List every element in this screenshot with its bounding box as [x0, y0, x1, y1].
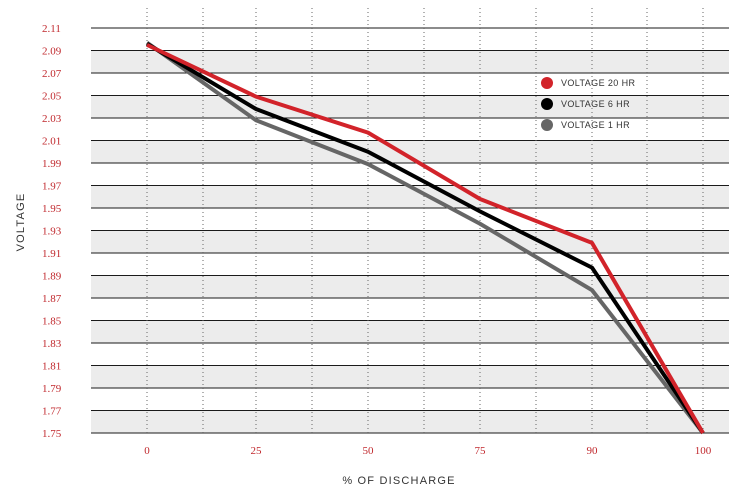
y-tick-labels: 2.11 2.09 2.07 2.05 2.03 2.01 1.99 1.97 1.95 1.93… — [42, 23, 62, 440]
legend-label: VOLTAGE 6 HR — [561, 99, 630, 109]
y-axis-title: VOLTAGE — [15, 193, 27, 252]
legend-label: VOLTAGE 20 HR — [561, 78, 635, 88]
series-lines — [145, 40, 705, 435]
series-line — [145, 40, 705, 435]
x-tick-label: 75 — [475, 445, 487, 457]
legend: VOLTAGE 20 HR VOLTAGE 6 HR VOLTAGE 1 HR — [541, 77, 635, 131]
legend-marker — [541, 119, 553, 131]
y-tick-label: 1.83 — [42, 338, 62, 350]
grid-band — [91, 140, 729, 163]
y-tick-label: 2.01 — [42, 136, 61, 148]
y-tick-label: 1.85 — [42, 316, 62, 328]
y-tick-label: 2.09 — [42, 46, 62, 58]
y-tick-label: 2.11 — [42, 23, 61, 35]
x-tick-label: 90 — [587, 445, 599, 457]
grid-band — [91, 230, 729, 253]
series-line — [146, 43, 705, 435]
y-tick-label: 2.07 — [42, 68, 62, 80]
x-tick-label: 100 — [695, 445, 712, 457]
plot-bands — [91, 50, 729, 433]
y-tick-label: 1.77 — [42, 406, 62, 418]
x-axis-title: % OF DISCHARGE — [342, 475, 455, 487]
y-tick-label: 1.81 — [42, 361, 61, 373]
grid-band — [91, 50, 729, 73]
x-tick-labels: 0 25 50 75 90 100 — [144, 445, 712, 457]
y-tick-label: 2.05 — [42, 91, 62, 103]
legend-label: VOLTAGE 1 HR — [561, 120, 630, 130]
y-tick-label: 1.97 — [42, 181, 62, 193]
x-tick-label: 50 — [363, 445, 375, 457]
legend-marker — [541, 98, 553, 110]
x-tick-label: 0 — [144, 445, 150, 457]
grid-band — [91, 275, 729, 298]
legend-marker — [541, 77, 553, 89]
grid-band — [91, 185, 729, 208]
y-tick-label: 1.79 — [42, 383, 62, 395]
y-tick-label: 1.87 — [42, 293, 62, 305]
grid-band — [91, 365, 729, 388]
series-line — [145, 42, 705, 435]
y-tick-label: 1.93 — [42, 226, 62, 238]
y-tick-label: 1.75 — [42, 428, 62, 440]
y-tick-label: 1.91 — [42, 248, 61, 260]
x-tick-label: 25 — [251, 445, 263, 457]
grid-band — [91, 95, 729, 118]
grid-band — [91, 410, 729, 433]
y-tick-label: 1.99 — [42, 158, 62, 170]
grid-band — [91, 320, 729, 343]
y-tick-label: 1.95 — [42, 203, 62, 215]
y-tick-label: 1.89 — [42, 271, 62, 283]
y-tick-label: 2.03 — [42, 113, 62, 125]
